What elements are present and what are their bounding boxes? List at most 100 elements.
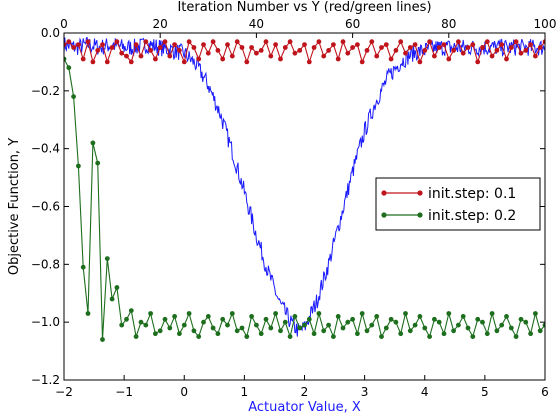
legend-marker-green: [381, 212, 387, 218]
data-point-red: [306, 59, 312, 65]
data-point-green: [441, 331, 447, 337]
data-point-green: [513, 334, 519, 339]
data-point-red: [292, 50, 298, 56]
data-point-red: [407, 45, 413, 50]
x2-tick-label: 0: [60, 17, 68, 31]
data-point-green: [436, 319, 442, 325]
data-point-red: [441, 42, 447, 47]
data-point-red: [254, 50, 259, 56]
x2-tick-label: 80: [441, 17, 456, 31]
data-point-green: [499, 322, 505, 328]
data-point-green: [80, 264, 86, 270]
y-tick-label: −1.2: [31, 373, 60, 387]
data-point-green: [177, 331, 182, 337]
data-point-red: [215, 48, 221, 53]
data-point-green: [456, 322, 461, 328]
data-point-red: [71, 45, 76, 50]
data-point-green: [258, 331, 264, 337]
data-point-green: [104, 256, 110, 261]
data-point-green: [321, 328, 327, 334]
x-tick-label: 2: [301, 385, 309, 399]
data-point-red: [412, 42, 418, 47]
data-point-red: [210, 39, 216, 45]
data-point-red: [374, 53, 380, 59]
x-tick-label: −1: [115, 385, 133, 399]
data-point-red: [244, 59, 250, 65]
data-point-red: [460, 50, 466, 56]
data-point-green: [528, 331, 533, 337]
data-point-green: [297, 325, 303, 331]
data-point-red: [465, 45, 471, 50]
data-point-green: [148, 311, 154, 316]
data-point-red: [316, 39, 322, 45]
data-point-red: [205, 50, 211, 56]
data-point-red: [383, 42, 389, 47]
data-point-red: [350, 45, 355, 50]
data-point-red: [249, 45, 255, 50]
data-point-red: [456, 39, 461, 45]
data-point-green: [446, 311, 452, 316]
data-point-green: [480, 319, 485, 325]
data-point-red: [417, 59, 423, 65]
data-point-green: [191, 328, 197, 334]
data-point-green: [335, 314, 341, 319]
y-tick-label: −0.8: [31, 257, 60, 271]
data-point-red: [422, 48, 428, 53]
data-point-green: [181, 322, 187, 328]
data-point-green: [90, 140, 96, 146]
data-point-red: [278, 56, 283, 62]
data-point-red: [196, 56, 202, 62]
legend-label-green: init.step: 0.2: [428, 208, 516, 224]
data-point-red: [508, 45, 514, 50]
data-point-red: [542, 39, 545, 45]
data-point-green: [201, 319, 206, 325]
data-point-red: [345, 50, 351, 56]
axis-ticks: −2 −1 0 1 2 3 4 5 60 20 40 60 80 1000.0−0.2−0.4−0.6−0…: [31, 17, 557, 399]
data-point-red: [258, 48, 264, 53]
data-point-red: [393, 48, 399, 53]
plot-area: [64, 37, 545, 342]
data-point-green: [533, 311, 538, 316]
x-tick-label: 6: [541, 385, 549, 399]
data-point-green: [263, 316, 269, 322]
data-point-red: [537, 45, 543, 50]
data-point-red: [321, 53, 327, 59]
data-point-green: [138, 319, 144, 325]
data-point-red: [504, 56, 509, 62]
data-point-green: [432, 316, 437, 322]
data-point-green: [119, 322, 125, 328]
x2-tick-label: 20: [153, 17, 168, 31]
data-point-green: [215, 331, 221, 337]
data-point-red: [335, 56, 341, 62]
data-point-green: [403, 311, 408, 316]
data-point-green: [268, 325, 274, 331]
data-point-green: [287, 334, 293, 339]
legend: init.step: 0.1 init.step: 0.2: [375, 177, 541, 231]
data-point-green: [76, 163, 81, 169]
legend-box: [375, 177, 541, 231]
series-1: [64, 39, 545, 65]
data-point-green: [249, 314, 255, 319]
data-point-red: [172, 42, 178, 47]
data-point-green: [85, 311, 91, 316]
data-point-red: [76, 42, 81, 47]
data-point-green: [489, 311, 495, 316]
data-point-red: [427, 39, 432, 45]
y-tick-label: −1.0: [31, 315, 60, 329]
data-point-red: [80, 56, 86, 62]
data-point-green: [465, 325, 471, 331]
data-point-red: [90, 59, 96, 65]
data-point-red: [167, 53, 173, 59]
data-point-red: [475, 59, 481, 65]
data-point-red: [191, 45, 197, 50]
x-tick-label: −2: [55, 385, 73, 399]
data-point-red: [229, 53, 235, 59]
legend-marker-red: [381, 190, 387, 196]
data-point-red: [451, 48, 456, 53]
data-point-red: [162, 39, 168, 45]
data-point-green: [316, 311, 322, 316]
data-point-red: [436, 45, 442, 50]
data-point-green: [383, 325, 389, 331]
data-point-red: [186, 39, 192, 45]
data-point-red: [331, 42, 336, 47]
